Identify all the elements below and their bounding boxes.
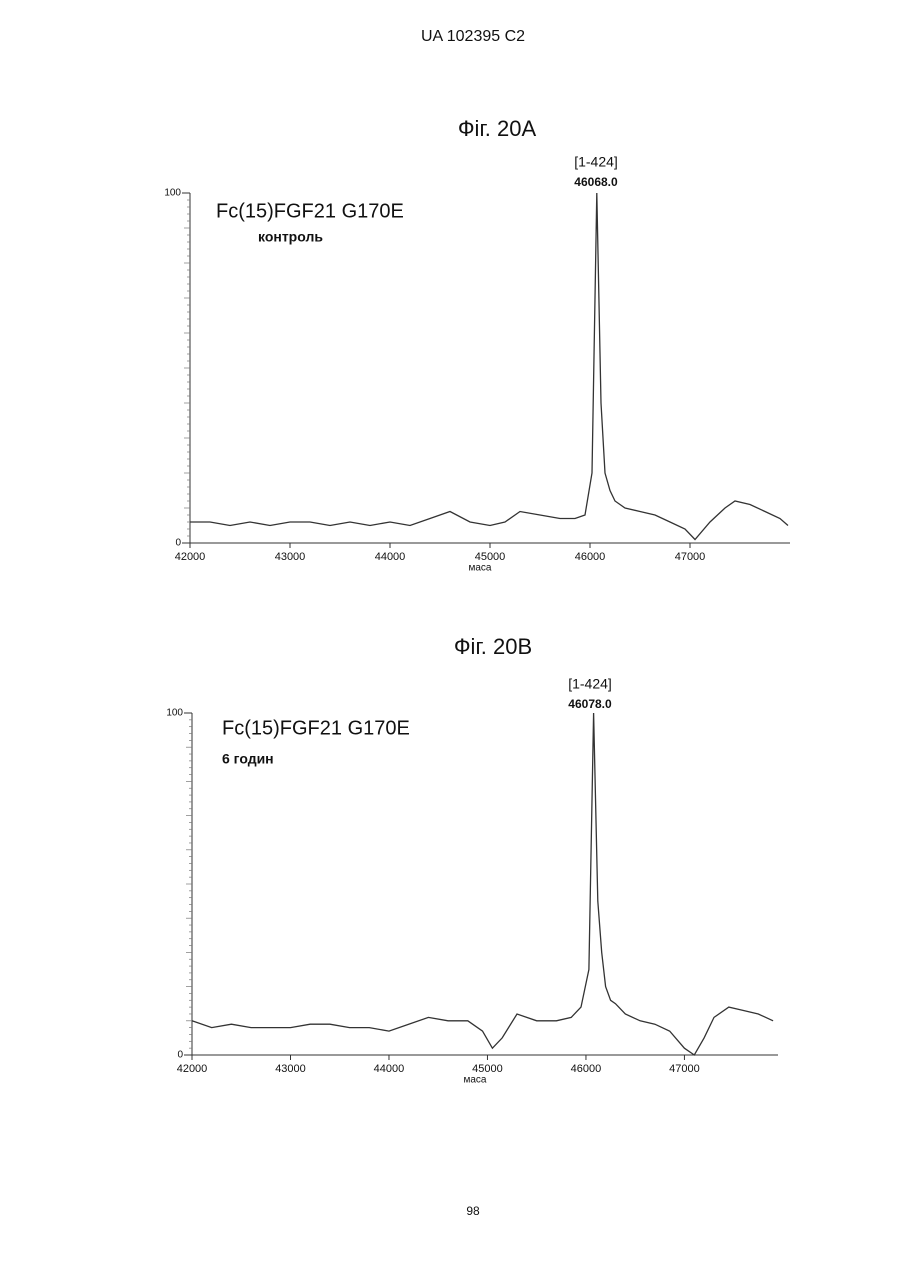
header: UA 102395 C2 (421, 28, 525, 45)
peak-range: [1-424] (574, 154, 618, 170)
sample-label: Fc(15)FGF21 G170E (222, 717, 410, 739)
x-tick-label: 46000 (571, 1063, 602, 1075)
condition-label: контроль (258, 229, 323, 245)
x-tick-label: 42000 (177, 1063, 208, 1075)
page: UA 102395 C2 98 Фіг. 20A [1-424] 46068.0 Fc… (0, 0, 901, 1273)
x-axis-label: маса (469, 563, 492, 574)
chart-title: Фіг. 20B (454, 634, 532, 659)
x-tick-label: 47000 (669, 1063, 700, 1075)
x-tick-label: 47000 (675, 551, 706, 563)
sample-label: Fc(15)FGF21 G170E (216, 200, 404, 222)
spectrum-line (192, 713, 773, 1055)
y-tick-label: 0 (175, 538, 181, 549)
patent-page: UA 102395 C2 98 Фіг. 20A [1-424] 46068.0 Fc… (0, 0, 901, 1273)
x-tick-label: 42000 (175, 551, 206, 563)
y-tick-label: 0 (177, 1050, 183, 1061)
x-tick-label: 43000 (275, 1063, 306, 1075)
x-tick-label: 45000 (472, 1063, 503, 1075)
condition-label: 6 годин (222, 751, 274, 767)
peak-mass: 46078.0 (568, 697, 612, 711)
x-tick-label: 44000 (375, 551, 406, 563)
x-tick-label: 45000 (475, 551, 506, 563)
x-tick-label: 43000 (275, 551, 306, 563)
spectrum-line (190, 193, 788, 540)
x-tick-label: 44000 (374, 1063, 405, 1075)
chart-title: Фіг. 20A (458, 116, 537, 141)
y-tick-label: 100 (166, 708, 183, 719)
peak-range: [1-424] (568, 676, 612, 692)
peak-mass: 46068.0 (574, 175, 618, 189)
page-number: 98 (466, 1204, 480, 1218)
x-axis-label: маса (464, 1075, 487, 1086)
x-tick-label: 46000 (575, 551, 606, 563)
y-tick-label: 100 (164, 188, 181, 199)
